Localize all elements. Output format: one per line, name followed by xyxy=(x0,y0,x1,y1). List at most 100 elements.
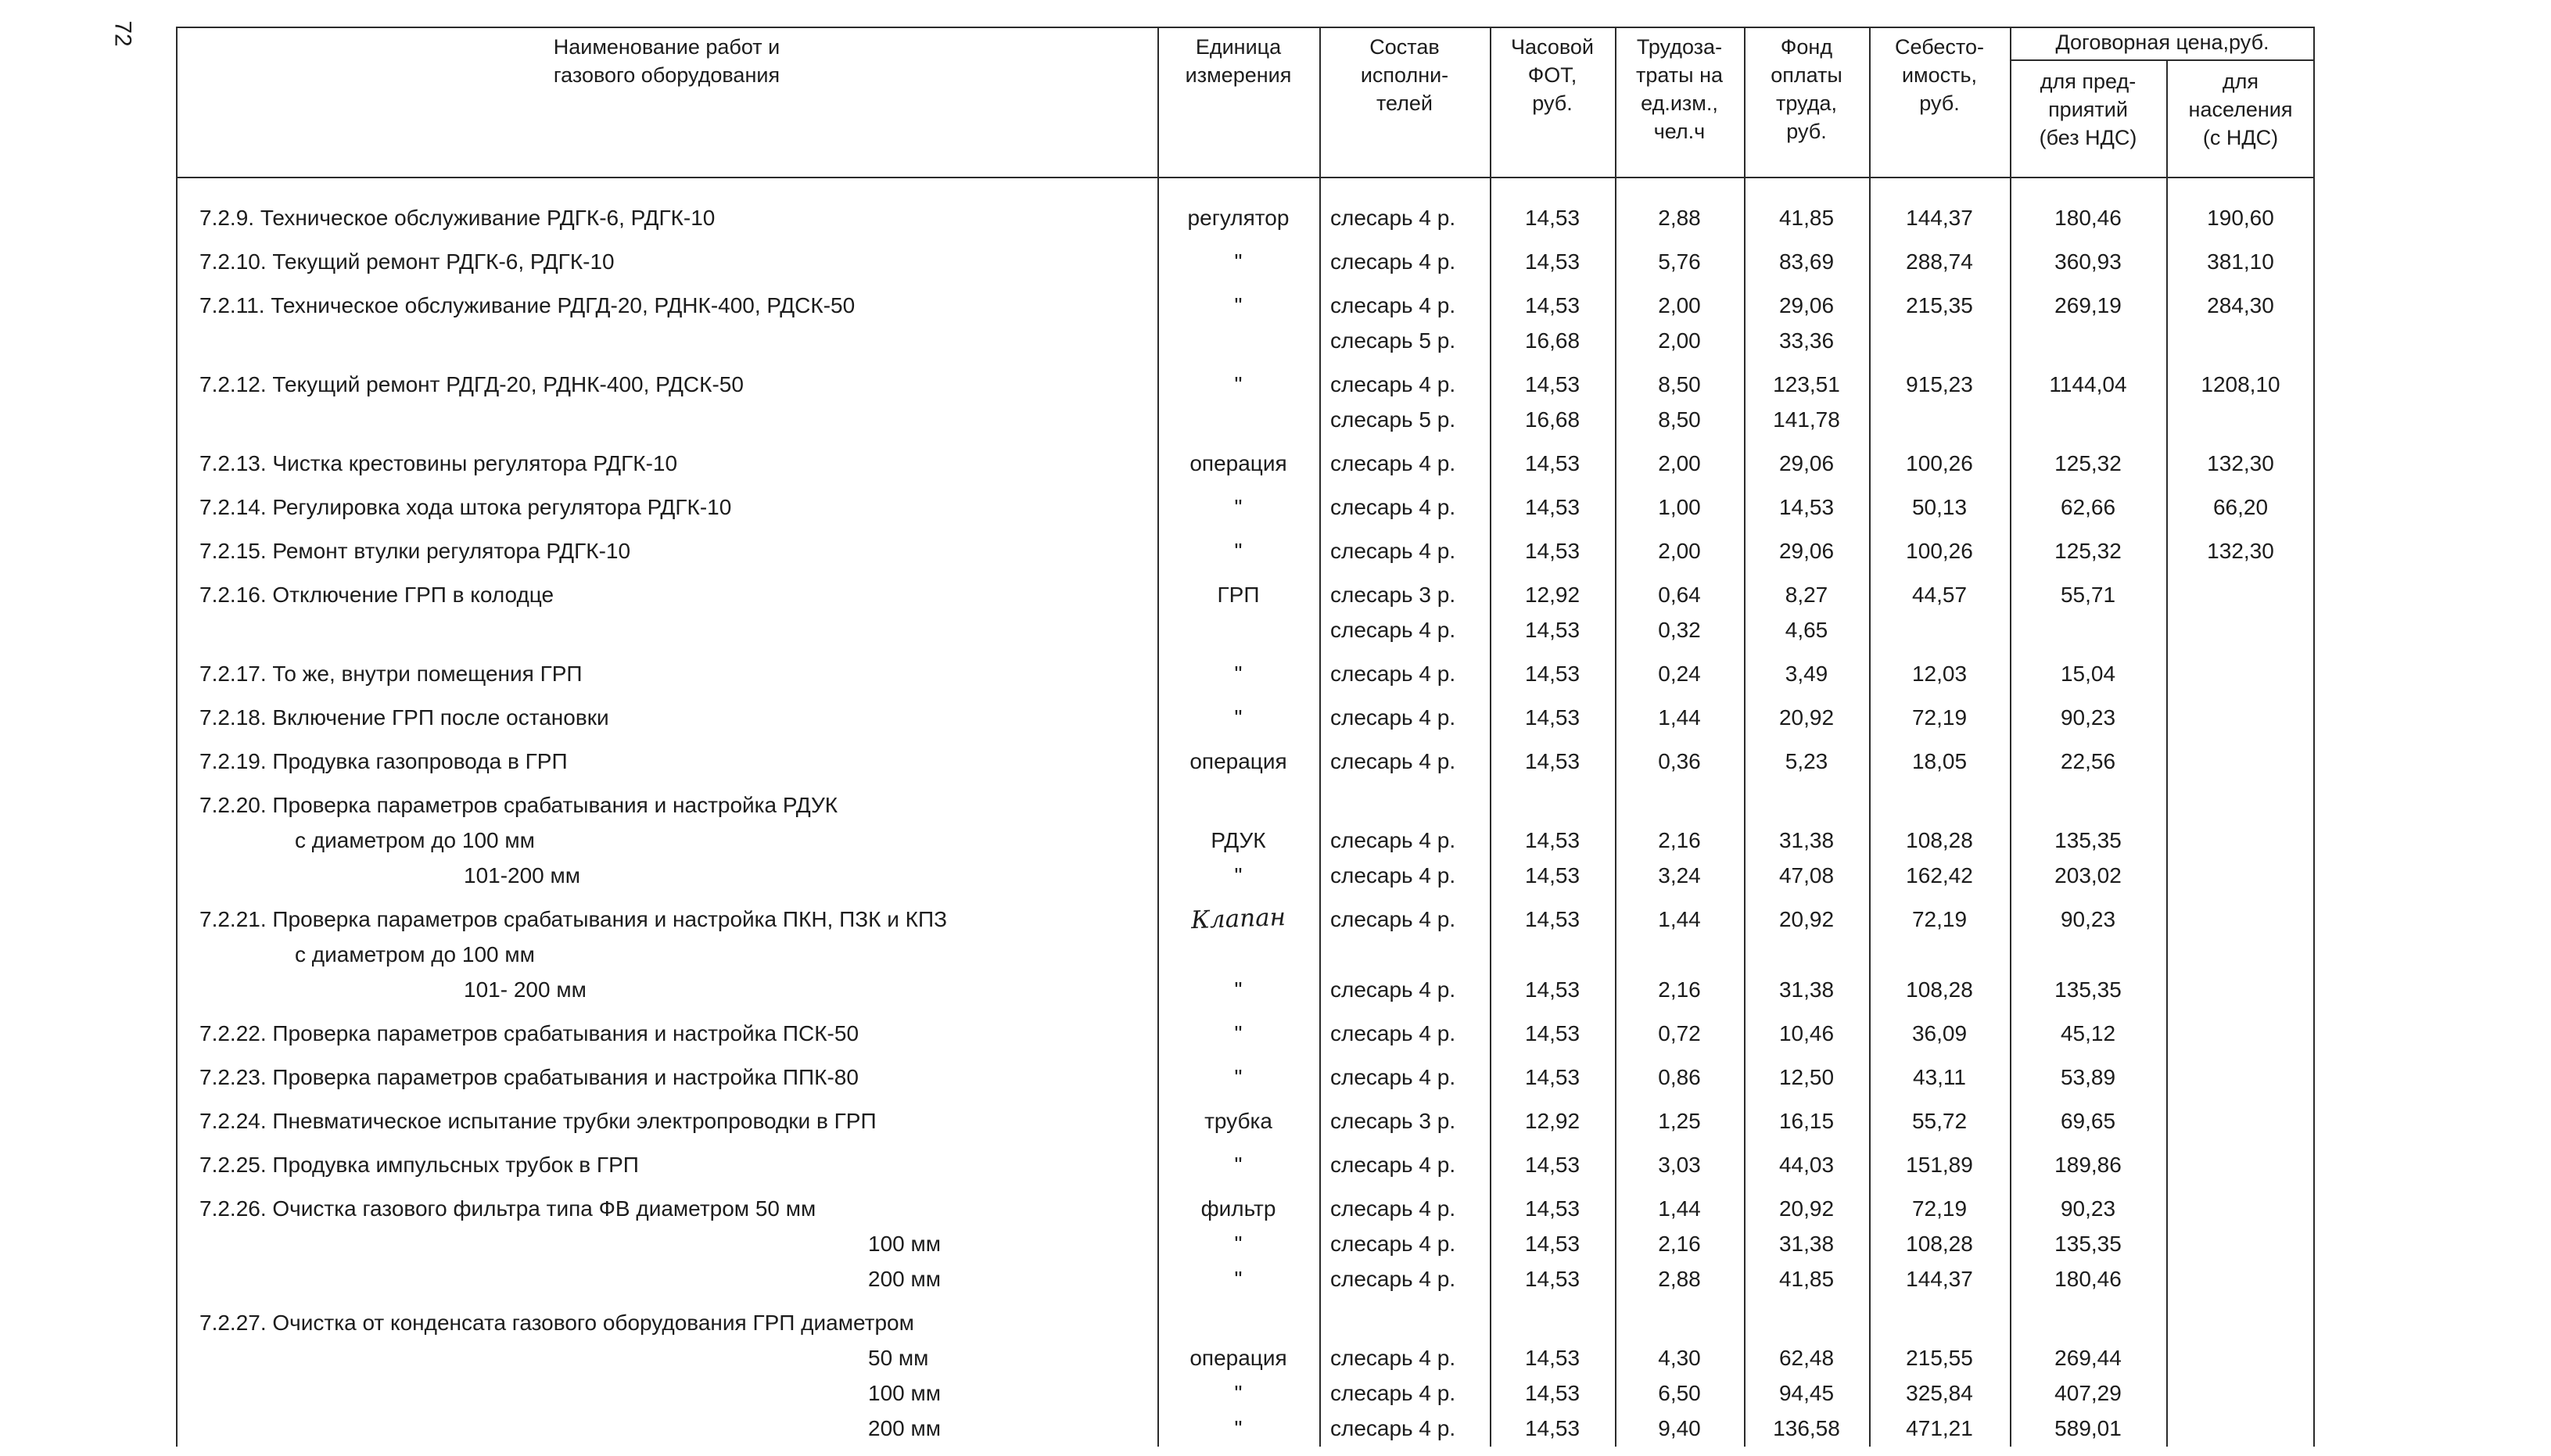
cell-labor: 0,72 xyxy=(1658,1021,1701,1045)
table-row-line: 7.2.27. Очистка от конденсата газового о… xyxy=(176,1305,2315,1340)
cell-unit: " xyxy=(1234,372,1243,396)
cell-work: 7.2.14. Регулировка хода штока регулятор… xyxy=(199,495,732,519)
cell-unit: " xyxy=(1234,1065,1243,1089)
cell-unit: " xyxy=(1234,1153,1243,1177)
table-row-line: 50 мм операция слесарь 4 р. 14,53 4,30 62,48 2… xyxy=(176,1340,2315,1375)
cell-crew: слесарь 4 р. xyxy=(1330,495,1456,519)
cell-unit: " xyxy=(1234,1021,1243,1045)
table-row-line: слесарь 5 р. 16,68 2,00 33,36 xyxy=(176,323,2315,358)
cell-fund: 8,27 xyxy=(1785,583,1828,607)
cell-work: 7.2.20. Проверка параметров срабатывания… xyxy=(199,793,838,817)
cell-work: 7.2.18. Включение ГРП после остановки xyxy=(199,705,609,730)
header-labor-column: Трудоза- траты на ед.изм., чел.ч xyxy=(1635,35,1723,143)
cell-cost: 108,28 xyxy=(1906,977,1973,1002)
header-cost-column: Себесто- имость, руб. xyxy=(1895,35,1984,115)
cell-labor: 4,30 xyxy=(1658,1346,1701,1370)
cell-work xyxy=(176,323,1157,358)
cell-crew: слесарь 3 р. xyxy=(1330,1109,1456,1133)
cell-cost: 108,28 xyxy=(1906,828,1973,852)
cell-ent: 90,23 xyxy=(2060,1196,2116,1221)
cell-unit xyxy=(1157,323,1319,358)
cell-ent: 203,02 xyxy=(2054,863,2122,888)
cell-fund: 83,69 xyxy=(1778,249,1835,274)
cell-cost: 18,05 xyxy=(1911,749,1968,773)
cell-cost: 144,37 xyxy=(1906,206,1973,230)
cell-cost: 44,57 xyxy=(1911,583,1968,607)
cell-fot: 14,53 xyxy=(1524,206,1580,230)
cell-pop xyxy=(2166,612,2315,647)
table-row: 7.2.16. Отключение ГРП в колодце ГРП слеса… xyxy=(176,577,2315,647)
cell-fund xyxy=(1744,1305,1869,1340)
cell-ent: 62,66 xyxy=(2060,495,2116,519)
cell-unit xyxy=(1157,937,1319,972)
cell-crew xyxy=(1319,787,1490,823)
table-row-line: 101- 200 мм " слесарь 4 р. 14,53 2,16 31,38 10… xyxy=(176,972,2315,1007)
cell-crew: слесарь 4 р. xyxy=(1330,863,1456,888)
cell-work: 7.2.24. Пневматическое испытание трубки … xyxy=(199,1109,877,1133)
table-row-line: 7.2.16. Отключение ГРП в колодце ГРП слеса… xyxy=(176,577,2315,612)
cell-pop xyxy=(2166,972,2315,1007)
cell-fot: 12,92 xyxy=(1524,1109,1580,1133)
table-row-line: с диаметром до 100 мм РДУК слесарь 4 р. 14,… xyxy=(176,823,2315,858)
cell-cost: 50,13 xyxy=(1911,495,1968,519)
cell-cost: 36,09 xyxy=(1911,1021,1968,1045)
cell-labor: 0,24 xyxy=(1658,662,1701,686)
cell-cost: 108,28 xyxy=(1906,1232,1973,1256)
cell-ent: 90,23 xyxy=(2060,907,2116,931)
table-row-line: 100 мм " слесарь 4 р. 14,53 2,16 31,38 108,28 1… xyxy=(176,1226,2315,1261)
cell-cost: 288,74 xyxy=(1906,249,1973,274)
cell-fund: 3,49 xyxy=(1785,662,1828,686)
cell-fund: 29,06 xyxy=(1778,451,1835,475)
cell-labor xyxy=(1615,787,1744,823)
cell-unit: " xyxy=(1234,249,1243,274)
table-row: 7.2.20. Проверка параметров срабатывания… xyxy=(176,787,2315,893)
cell-crew: слесарь 4 р. xyxy=(1330,293,1456,317)
cell-cost: 151,89 xyxy=(1906,1153,1973,1177)
cell-unit xyxy=(1157,787,1319,823)
cell-fot: 14,53 xyxy=(1524,1267,1580,1291)
cell-unit: " xyxy=(1234,662,1243,686)
cell-labor: 2,00 xyxy=(1658,539,1701,563)
cell-unit xyxy=(1157,612,1319,647)
table-row-line: 200 мм " слесарь 4 р. 14,53 9,40 136,58 471,21… xyxy=(176,1411,2315,1446)
cell-cost: 215,55 xyxy=(1906,1346,1973,1370)
cell-fot: 14,53 xyxy=(1524,495,1580,519)
cell-cost: 162,42 xyxy=(1906,863,1973,888)
table-vline xyxy=(1319,27,1321,1447)
cell-ent xyxy=(2010,787,2166,823)
table-row: 7.2.24. Пневматическое испытание трубки … xyxy=(176,1103,2315,1139)
cell-cost xyxy=(1869,1305,2010,1340)
cell-cost xyxy=(1869,402,2010,437)
table-row: 7.2.13. Чистка крестовины регулятора РДГ… xyxy=(176,446,2315,481)
cell-fund: 33,36 xyxy=(1778,328,1835,353)
pricing-table: Наименование работ и газового оборудован… xyxy=(176,27,2315,1447)
cell-fund: 31,38 xyxy=(1778,828,1835,852)
table-vline xyxy=(1744,27,1746,1447)
cell-fund: 47,08 xyxy=(1778,863,1835,888)
cell-fund: 20,92 xyxy=(1778,705,1835,730)
cell-pop: 381,10 xyxy=(2207,249,2274,274)
cell-pop xyxy=(2166,1060,2315,1095)
cell-ent: 269,19 xyxy=(2054,293,2122,317)
cell-work: 7.2.23. Проверка параметров срабатывания… xyxy=(199,1065,859,1089)
cell-ent xyxy=(2010,323,2166,358)
cell-cost xyxy=(1869,612,2010,647)
cell-ent xyxy=(2010,402,2166,437)
cell-crew: слесарь 4 р. xyxy=(1330,1065,1456,1089)
cell-crew: слесарь 4 р. xyxy=(1330,662,1456,686)
cell-pop: 132,30 xyxy=(2207,451,2274,475)
cell-pop xyxy=(2166,577,2315,612)
cell-crew: слесарь 4 р. xyxy=(1330,1267,1456,1291)
table-row-line: 7.2.14. Регулировка хода штока регулятор… xyxy=(176,490,2315,525)
cell-labor: 1,00 xyxy=(1658,495,1701,519)
cell-unit: операция xyxy=(1189,749,1287,773)
cell-labor: 2,00 xyxy=(1658,451,1701,475)
cell-fot: 14,53 xyxy=(1524,1065,1580,1089)
cell-fot: 16,68 xyxy=(1524,328,1580,353)
cell-unit: Клапан xyxy=(1190,902,1286,935)
header-unit-column: Единица измерения xyxy=(1185,35,1292,87)
cell-fund: 16,15 xyxy=(1778,1109,1835,1133)
table-row: 7.2.11. Техническое обслуживание РДГД-20… xyxy=(176,288,2315,358)
cell-fot: 14,53 xyxy=(1524,1232,1580,1256)
cell-crew: слесарь 4 р. xyxy=(1330,1346,1456,1370)
